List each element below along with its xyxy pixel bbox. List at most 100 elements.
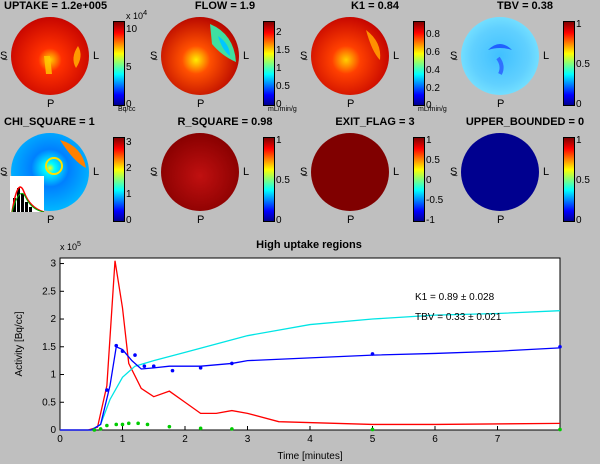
label-p: P	[47, 214, 55, 226]
x-tick-label: 0	[57, 434, 63, 445]
data-point	[230, 361, 234, 366]
panel-title: EXIT_FLAG = 3	[335, 116, 415, 128]
x-axis-label: Time [minutes]	[277, 451, 342, 462]
data-point	[230, 427, 234, 431]
y-tick-label: 0	[50, 425, 56, 436]
data-point	[370, 427, 375, 432]
label-l: L	[543, 166, 550, 178]
label-s: S	[450, 50, 458, 62]
label-p: P	[197, 214, 205, 226]
tilde-mark: ~	[452, 55, 458, 66]
panel-exit-flag: EXIT_FLAG = 3 ~ S L P 1 0.5 0 -0.5 -1	[300, 116, 450, 232]
data-point	[167, 424, 172, 429]
tilde-mark: ~	[2, 55, 8, 66]
data-point	[198, 366, 203, 370]
panel-r-square: R_SQUARE = 0.98 ~ S L P 1 0.5 0	[150, 116, 300, 232]
panel-k1: K1 = 0.84 ~ S L P 0.8 0.6 0.4 0.2 0 mL/m…	[300, 0, 450, 116]
y-tick-label: 2.5	[42, 286, 56, 297]
label-l: L	[243, 166, 250, 178]
x-tick-label: 2	[182, 434, 188, 445]
label-l: L	[93, 50, 100, 62]
label-s: S	[0, 166, 8, 178]
panel-flow: FLOW = 1.9 ~ S L P 2 1.5 1 0.5 0 mL/min/…	[150, 0, 300, 116]
colorbar-ticks: 3 2 1 0	[126, 137, 132, 226]
label-p: P	[47, 98, 55, 110]
panel-tbv: TBV = 0.38 ~ S L P 1 0.5 0	[450, 0, 600, 116]
polar-map	[161, 17, 239, 95]
label-l: L	[543, 50, 550, 62]
data-point	[114, 422, 119, 427]
x-tick-label: 6	[432, 434, 438, 445]
panel-title: K1 = 0.84	[350, 0, 399, 12]
label-s: S	[300, 50, 308, 62]
panel-title: UPTAKE = 1.2e+005	[4, 0, 108, 12]
colorbar-ticks: 0.8 0.6 0.4 0.2 0	[426, 29, 440, 111]
colorbar	[263, 137, 275, 222]
y-exponent: x 105	[60, 241, 81, 252]
label-p: P	[347, 98, 355, 110]
tilde-mark: ~	[452, 171, 458, 182]
annotation-k1: K1 = 0.89 ± 0.028	[415, 292, 495, 303]
label-p: P	[497, 98, 505, 110]
label-s: S	[150, 50, 158, 62]
label-l: L	[393, 166, 400, 178]
annotation-tbv: TBV = 0.33 ± 0.021	[415, 312, 502, 323]
colorbar	[263, 21, 275, 106]
data-point	[114, 343, 119, 348]
polar-map	[10, 133, 89, 212]
data-point	[98, 427, 103, 431]
y-tick-label: 1.5	[42, 342, 56, 353]
data-point	[120, 422, 125, 427]
colorbar-unit: Bq/cc	[118, 106, 136, 113]
data-point	[142, 364, 147, 368]
data-point	[92, 428, 97, 432]
tilde-mark: ~	[2, 171, 8, 182]
colorbar	[413, 21, 425, 106]
series-line-1	[60, 310, 561, 431]
colorbar-ticks: 10 5 0	[126, 24, 138, 110]
panel-title: TBV = 0.38	[497, 0, 553, 12]
label-s: S	[0, 50, 8, 62]
x-tick-label: 1	[120, 434, 126, 445]
colorbar-exponent: x 104	[126, 8, 148, 21]
data-point	[136, 421, 140, 426]
polar-map	[461, 17, 539, 95]
data-point	[105, 423, 109, 428]
colorbar-unit: mL/min/g	[418, 106, 447, 113]
label-l: L	[393, 50, 400, 62]
data-point	[198, 426, 203, 431]
panel-upper-bounded: UPPER_BOUNDED = 0 ~ S L P 1 0.5 0	[450, 116, 600, 232]
x-tick-label: 4	[307, 434, 313, 445]
series-line-0	[60, 260, 561, 431]
label-p: P	[347, 214, 355, 226]
data-point	[133, 353, 137, 357]
colorbar-ticks: 2 1.5 1 0.5 0	[276, 27, 290, 110]
label-p: P	[197, 98, 205, 110]
tilde-mark: ~	[152, 55, 158, 66]
colorbar	[563, 137, 575, 222]
x-tick-label: 5	[370, 434, 376, 445]
series-line-2	[60, 345, 561, 431]
colorbar	[413, 137, 425, 222]
tilde-mark: ~	[302, 171, 308, 182]
colorbar-unit: mL/min/g	[268, 106, 297, 113]
tilde-mark: ~	[152, 171, 158, 182]
label-s: S	[150, 166, 158, 178]
polar-map	[461, 133, 539, 211]
chart-title: High uptake regions	[256, 239, 362, 251]
y-tick-label: 3	[50, 259, 56, 270]
y-axis-label: Activity [Bq/cc]	[14, 311, 25, 376]
x-tick-label: 3	[245, 434, 251, 445]
label-l: L	[93, 166, 100, 178]
data-point	[558, 427, 562, 432]
panel-uptake: UPTAKE = 1.2e+005 ~ S L P x 104 10 5 0 B…	[0, 0, 150, 116]
y-tick-label: 0.5	[42, 397, 56, 408]
data-point	[120, 349, 125, 354]
label-s: S	[450, 166, 458, 178]
colorbar-ticks: 1 0.5 0	[576, 135, 590, 226]
label-p: P	[497, 214, 505, 226]
label-s: S	[300, 166, 308, 178]
panel-title: R_SQUARE = 0.98	[177, 116, 273, 128]
colorbar	[113, 137, 125, 222]
data-point	[145, 422, 150, 427]
